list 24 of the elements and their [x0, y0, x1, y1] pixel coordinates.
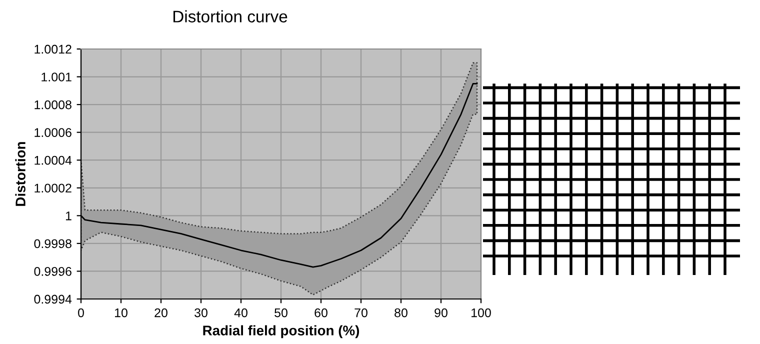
y-tick-label: 1.0012	[34, 44, 72, 54]
y-tick-label: 1.0004	[34, 156, 72, 165]
x-axis-title: Radial field position (%)	[203, 325, 360, 338]
x-tick-label: 50	[274, 308, 288, 318]
x-tick-label: 70	[354, 308, 368, 318]
x-tick-label: 30	[194, 308, 208, 318]
x-tick-label: 10	[115, 308, 128, 318]
x-tick-label: 20	[154, 308, 168, 318]
x-tick-label: 40	[234, 308, 248, 318]
y-tick-label: 0.9998	[34, 239, 72, 248]
x-tick-label: 100	[472, 308, 491, 318]
y-axis-title: Distortion	[15, 142, 26, 206]
y-tick-label: 1.0002	[34, 184, 72, 193]
y-tick-label: 1	[66, 212, 72, 220]
y-tick-label: 1.0006	[34, 128, 72, 137]
chart-title: Distortion curve	[173, 10, 288, 22]
y-tick-label: 0.9994	[34, 294, 72, 304]
y-tick-label: 1.001	[42, 72, 72, 82]
x-tick-label: 0	[78, 308, 84, 318]
y-tick-label: 1.0008	[34, 100, 72, 110]
x-tick-label: 80	[394, 308, 408, 318]
x-tick-label: 90	[434, 308, 448, 318]
x-tick-label: 60	[314, 308, 328, 318]
y-tick-label: 0.9996	[34, 267, 72, 276]
